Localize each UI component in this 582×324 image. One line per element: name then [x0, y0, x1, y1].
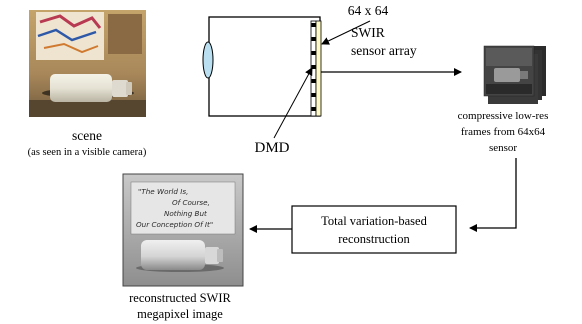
reconstruction-label-line2: reconstruction — [338, 232, 410, 246]
frames-label-line3: sensor — [489, 142, 517, 154]
output-label-line2: megapixel image — [137, 307, 223, 321]
sign-text-line3: Nothing But — [164, 209, 208, 218]
reconstruction-box[interactable] — [291, 205, 457, 254]
frames-label-line2: frames from 64x64 — [461, 126, 546, 138]
dmd-mirror — [311, 23, 316, 27]
dmd-pointer-arrow — [273, 67, 313, 139]
frames-label-line1: compressive low-res — [458, 110, 549, 122]
sensor-pointer-arrow — [321, 20, 371, 45]
low-res-frames-stack — [483, 45, 546, 104]
sensor-label-line2: SWIR — [351, 25, 385, 40]
dmd-mirror — [311, 107, 316, 111]
dmd-mirror — [311, 65, 316, 69]
output-label-line1: reconstructed SWIR — [129, 291, 231, 305]
dmd-mirror — [311, 79, 316, 83]
frames-to-reconstruction-arrow — [469, 158, 517, 232]
sign-text-line2: Of Course, — [172, 198, 210, 207]
scene-caption: (as seen in a visible camera) — [28, 147, 147, 158]
lens — [202, 41, 214, 79]
dmd-mirror — [311, 93, 316, 97]
reconstruction-label-line1: Total variation-based — [321, 214, 427, 228]
dmd-mirror — [311, 51, 316, 55]
sensor-label-line1: 64 x 64 — [348, 3, 389, 18]
reconstructed-image: "The World Is, Of Course, Nothing But Ou… — [122, 173, 244, 287]
scene-image — [29, 10, 146, 117]
sign-text-line4: Our Conception Of It" — [136, 220, 213, 229]
dmd-mirror — [311, 37, 316, 41]
scene-label: scene — [72, 128, 102, 143]
sensor-label-line3: sensor array — [351, 43, 417, 58]
dmd-label: DMD — [254, 140, 289, 156]
camera-enclosure — [208, 16, 321, 117]
sign-text-line1: "The World Is, — [138, 187, 188, 196]
sensor-strip — [315, 20, 322, 117]
